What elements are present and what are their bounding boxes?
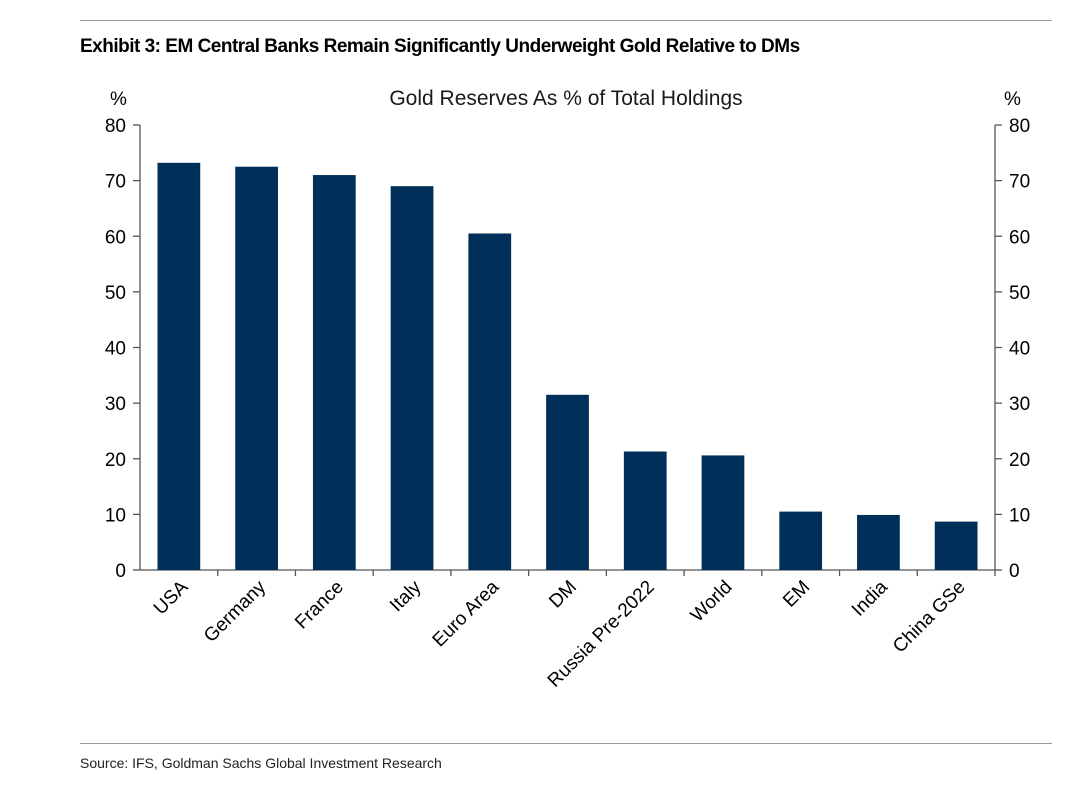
category-label: EM bbox=[779, 577, 814, 612]
exhibit-title: Exhibit 3: EM Central Banks Remain Signi… bbox=[80, 36, 800, 57]
category-label: Euro Area bbox=[429, 576, 504, 651]
tick-labels: 0 0 10 10 20 20 30 30 40 40 50 50 60 60 70 70 80 80 bbox=[105, 116, 1030, 582]
y-axis-unit-left: % bbox=[110, 89, 127, 110]
y-tick-label-right: 50 bbox=[1009, 283, 1030, 304]
category-label: France bbox=[291, 577, 348, 634]
y-tick-label-left: 0 bbox=[115, 561, 126, 582]
category-label: India bbox=[848, 576, 892, 620]
y-tick-label-left: 80 bbox=[105, 116, 126, 137]
category-label: USA bbox=[150, 576, 193, 619]
y-tick-label-right: 20 bbox=[1009, 450, 1030, 471]
bar-india bbox=[857, 514, 900, 570]
bottom-rule bbox=[80, 743, 1052, 744]
category-label: DM bbox=[545, 577, 581, 613]
y-tick-label-right: 80 bbox=[1009, 116, 1030, 137]
source-note: Source: IFS, Goldman Sachs Global Invest… bbox=[80, 755, 442, 771]
bar-russia-pre-2022 bbox=[623, 451, 667, 570]
y-tick-label-left: 20 bbox=[105, 450, 126, 471]
bar-germany bbox=[235, 166, 278, 570]
bar-france bbox=[312, 175, 356, 570]
y-axis-unit-right: % bbox=[1004, 89, 1021, 110]
y-tick-label-left: 60 bbox=[105, 227, 126, 248]
bar-chart: Gold Reserves As % of Total Holdings % %… bbox=[105, 87, 1030, 692]
y-tick-label-left: 40 bbox=[105, 339, 126, 360]
category-label: Germany bbox=[200, 576, 270, 646]
chart-title: Gold Reserves As % of Total Holdings bbox=[389, 87, 742, 110]
category-label: World bbox=[687, 577, 737, 627]
y-tick-label-right: 30 bbox=[1009, 394, 1030, 415]
y-tick-label-left: 30 bbox=[105, 394, 126, 415]
y-tick-label-right: 10 bbox=[1009, 505, 1030, 526]
bar-dm bbox=[546, 394, 589, 570]
bar-usa bbox=[157, 162, 201, 570]
y-tick-label-left: 10 bbox=[105, 505, 126, 526]
y-tick-label-right: 60 bbox=[1009, 227, 1030, 248]
bar-world bbox=[701, 455, 745, 570]
bar-euro-area bbox=[468, 233, 512, 570]
category-label: Italy bbox=[386, 576, 426, 616]
y-tick-label-right: 70 bbox=[1009, 172, 1030, 193]
y-tick-label-right: 0 bbox=[1009, 561, 1020, 582]
bar-china-gse bbox=[934, 521, 978, 570]
bar-italy bbox=[390, 186, 434, 570]
y-tick-label-left: 50 bbox=[105, 283, 126, 304]
y-tick-label-left: 70 bbox=[105, 172, 126, 193]
top-rule bbox=[80, 20, 1052, 21]
bar-em bbox=[779, 511, 823, 570]
y-tick-label-right: 40 bbox=[1009, 339, 1030, 360]
category-label: China GSe bbox=[889, 577, 970, 658]
bars bbox=[157, 162, 978, 570]
